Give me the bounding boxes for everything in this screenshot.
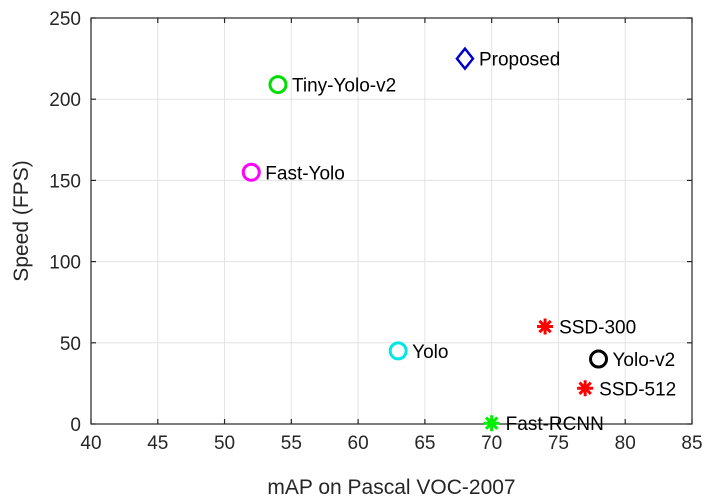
data-points: Proposed Tiny-Yolo-v2 Fast-Yolo Yolo SSD-300… — [241, 46, 676, 435]
y-tick-label: 200 — [49, 90, 81, 111]
x-tick-label: 40 — [80, 433, 101, 454]
circle-marker — [268, 75, 288, 95]
tick-labels: 40 45 50 55 60 65 70 75 80 85 0 50 100 150 200 250 — [49, 9, 702, 454]
x-tick-label: 85 — [681, 433, 702, 454]
asterisk-marker — [483, 415, 500, 432]
y-tick-label: 50 — [60, 334, 81, 355]
x-tick-label: 55 — [281, 433, 302, 454]
point-proposed: Proposed — [455, 46, 560, 71]
axes — [90, 17, 693, 425]
y-tick-label: 150 — [49, 171, 81, 192]
x-tick-label: 45 — [147, 433, 168, 454]
point-fast-yolo: Fast-Yolo — [241, 162, 345, 184]
point-label: SSD-300 — [559, 318, 636, 339]
point-tiny-yolo-v2: Tiny-Yolo-v2 — [268, 75, 396, 97]
point-label: Proposed — [479, 50, 560, 71]
circle-marker — [241, 162, 261, 182]
point-yolo: Yolo — [388, 341, 448, 363]
x-axis-label: mAP on Pascal VOC-2007 — [267, 476, 515, 498]
point-yolo-v2: Yolo-v2 — [589, 349, 676, 371]
grid — [91, 18, 692, 424]
x-tick-label: 80 — [615, 433, 636, 454]
y-axis-label: Speed (FPS) — [10, 160, 33, 281]
point-label: Yolo-v2 — [613, 350, 676, 371]
point-fast-rcnn: Fast-RCNN — [483, 414, 604, 435]
point-ssd-300: SSD-300 — [537, 318, 636, 339]
asterisk-marker — [537, 318, 554, 335]
point-label: Fast-Yolo — [265, 163, 345, 184]
point-label: Fast-RCNN — [506, 414, 604, 435]
x-tick-label: 75 — [548, 433, 569, 454]
point-label: Yolo — [412, 342, 448, 363]
y-tick-label: 100 — [49, 253, 81, 274]
x-tick-label: 70 — [481, 433, 502, 454]
diamond-marker — [455, 46, 475, 71]
point-label: SSD-512 — [599, 379, 676, 400]
circle-marker — [589, 349, 609, 369]
asterisk-marker — [577, 380, 594, 397]
point-ssd-512: SSD-512 — [577, 379, 676, 400]
x-tick-label: 50 — [214, 433, 235, 454]
y-tick-label: 0 — [70, 415, 81, 436]
x-tick-label: 60 — [348, 433, 369, 454]
y-tick-label: 250 — [49, 9, 81, 30]
x-tick-label: 65 — [414, 433, 435, 454]
point-label: Tiny-Yolo-v2 — [292, 76, 396, 97]
circle-marker — [388, 341, 408, 361]
plot-frame — [90, 17, 693, 425]
